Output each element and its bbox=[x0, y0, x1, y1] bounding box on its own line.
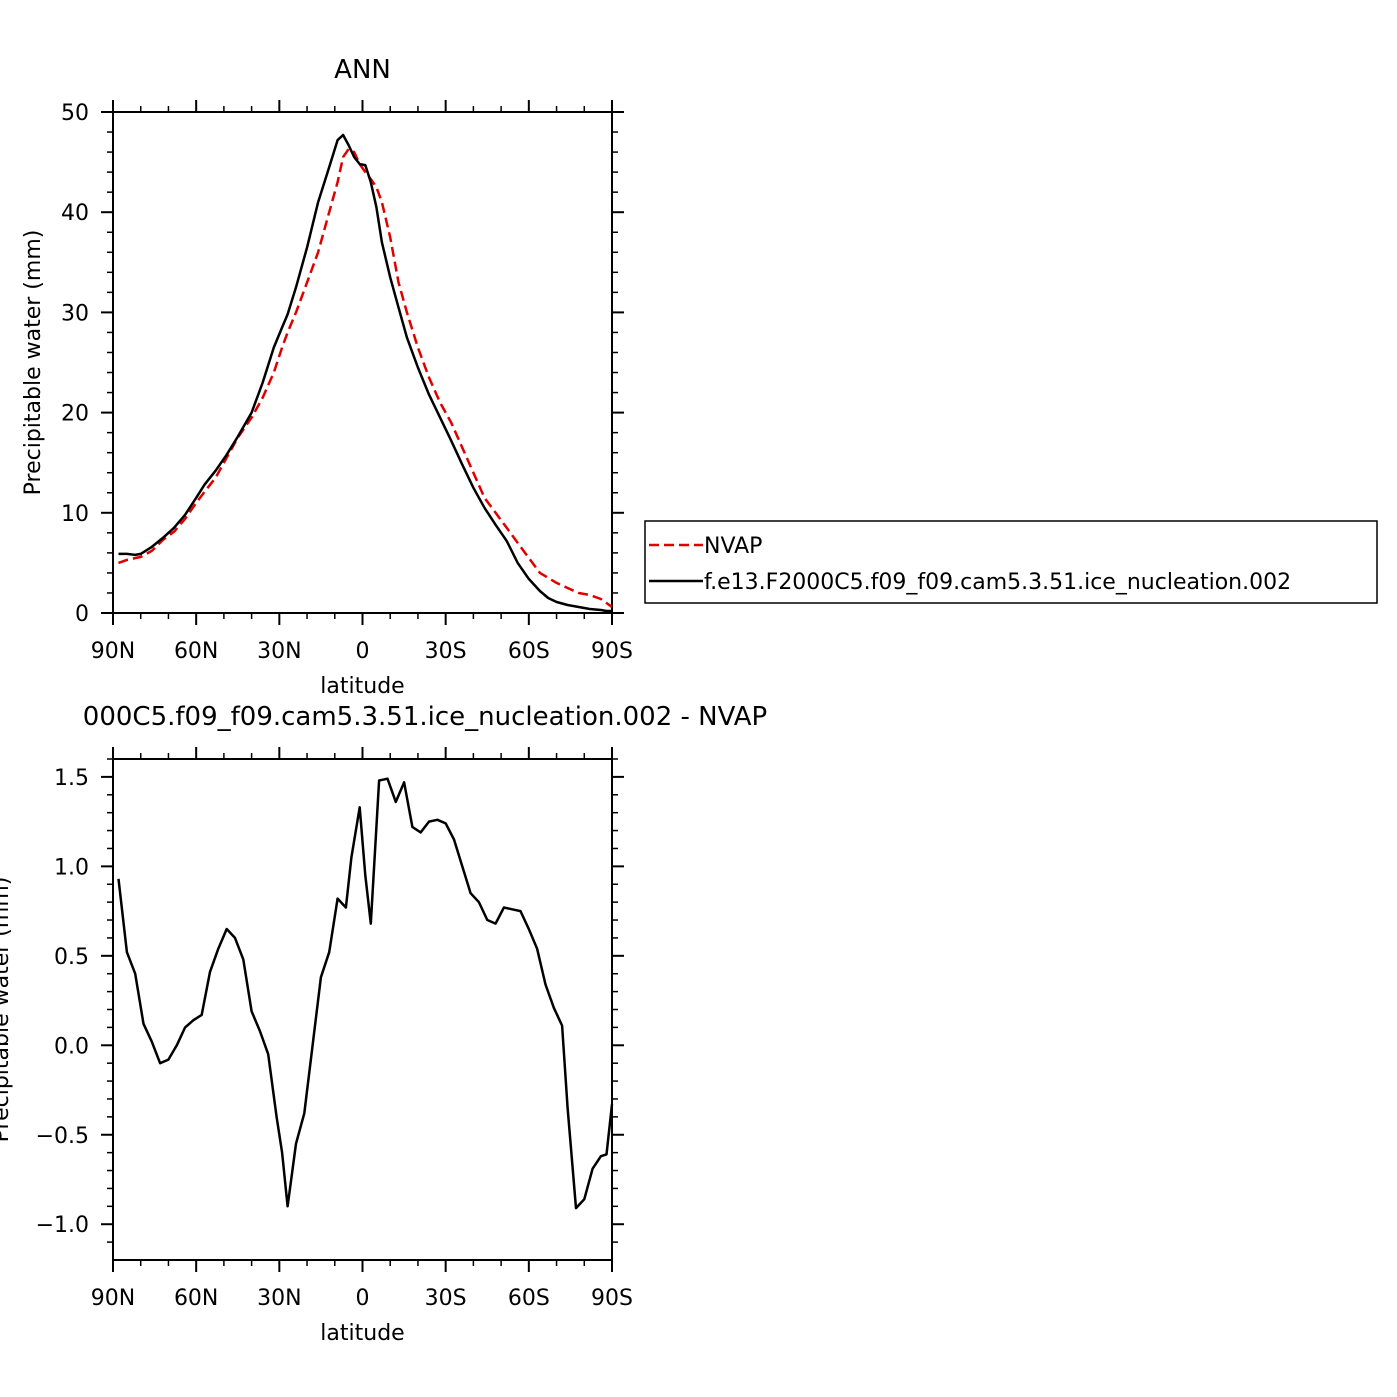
y-tick-label: 0.0 bbox=[54, 1034, 89, 1059]
y-axis-label: Precipitable water (mm) bbox=[0, 877, 14, 1143]
series-line-1 bbox=[118, 133, 612, 613]
x-tick-label: 90N bbox=[91, 639, 135, 664]
y-axis-label: Precipitable water (mm) bbox=[21, 230, 46, 496]
series-line-0 bbox=[118, 147, 613, 609]
y-tick-label: 10 bbox=[61, 502, 89, 527]
x-tick-label: 60N bbox=[174, 639, 218, 664]
x-tick-label: 90S bbox=[591, 639, 633, 664]
legend-label: NVAP bbox=[704, 534, 762, 559]
x-tick-label: 30N bbox=[257, 639, 301, 664]
y-tick-label: 30 bbox=[61, 301, 89, 326]
chart-annual-precipitable-water: ANN 90N 60N 30N 0 30S 60S 90S 0 10 20 30 40 50 latitud… bbox=[21, 55, 1378, 699]
x-tick-label: 30N bbox=[257, 1286, 301, 1311]
legend: NVAP f.e13.F2000C5.f09_f09.cam5.3.51.ice_… bbox=[644, 520, 1378, 604]
x-tick-label: 60S bbox=[508, 639, 550, 664]
x-tick-label: 0 bbox=[356, 639, 370, 664]
y-axis-label-group: Precipitable water (mm) bbox=[0, 877, 14, 1143]
y-axis-label-group: Precipitable water (mm) bbox=[21, 230, 46, 496]
x-tick-label: 0 bbox=[356, 1286, 370, 1311]
x-axis-label: latitude bbox=[320, 674, 404, 699]
y-tick-label: −0.5 bbox=[36, 1124, 89, 1149]
series-line-0 bbox=[117, 777, 614, 1210]
y-tick-label: 1.0 bbox=[54, 855, 89, 880]
y-tick-label: 0.5 bbox=[54, 945, 89, 970]
legend-label: f.e13.F2000C5.f09_f09.cam5.3.51.ice_nucl… bbox=[704, 570, 1291, 595]
y-tick-label: −1.0 bbox=[36, 1213, 89, 1238]
chart-title: ANN bbox=[334, 55, 391, 85]
x-axis-label: latitude bbox=[320, 1321, 404, 1346]
chart-difference-precipitable-water: 000C5.f09_f09.cam5.3.51.ice_nucleation.0… bbox=[0, 702, 767, 1346]
y-tick-label: 50 bbox=[61, 101, 89, 126]
chart-title: 000C5.f09_f09.cam5.3.51.ice_nucleation.0… bbox=[83, 702, 767, 732]
y-tick-label: 20 bbox=[61, 402, 89, 427]
x-tick-label: 30S bbox=[425, 639, 467, 664]
plot-frame bbox=[112, 111, 613, 614]
x-tick-label: 60N bbox=[174, 1286, 218, 1311]
y-tick-label: 0 bbox=[75, 602, 89, 627]
x-tick-label: 30S bbox=[425, 1286, 467, 1311]
legend-box bbox=[644, 520, 1378, 604]
x-tick-label: 60S bbox=[508, 1286, 550, 1311]
y-tick-label: 1.5 bbox=[54, 766, 89, 791]
y-tick-label: 40 bbox=[61, 201, 89, 226]
x-tick-label: 90S bbox=[591, 1286, 633, 1311]
x-tick-label: 90N bbox=[91, 1286, 135, 1311]
